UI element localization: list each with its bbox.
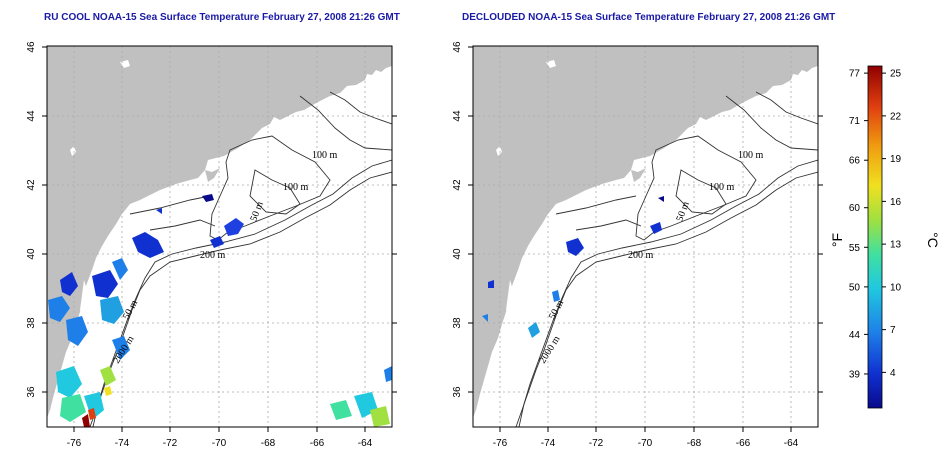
right-contour-label-2: 100 m bbox=[709, 182, 735, 193]
left-lat-tick-label: 38 bbox=[26, 317, 37, 329]
right-map-lon-labels: -76 -74 -72 -70 -68 -66 -64 bbox=[493, 438, 799, 449]
right-lat-tick-label: 46 bbox=[452, 41, 463, 53]
right-map-contours bbox=[515, 91, 818, 427]
left-contour-label-1: 100 m bbox=[312, 150, 338, 161]
colorbar-fahrenheit-tick-label: 66 bbox=[849, 156, 861, 167]
right-lat-tick-label: 36 bbox=[452, 386, 463, 398]
right-lat-tick-label: 42 bbox=[452, 179, 463, 191]
right-lon-tick-label: -70 bbox=[638, 438, 653, 449]
colorbar-fahrenheit-tick-label: 71 bbox=[849, 116, 861, 127]
left-lon-tick-label: -76 bbox=[67, 438, 82, 449]
left-map-canvas: 100 m 100 m 50 m 200 m 50 m 2000 m bbox=[47, 46, 392, 427]
left-lon-tick-label: -68 bbox=[261, 438, 276, 449]
colorbar-fahrenheit-tick-label: 50 bbox=[849, 282, 861, 293]
right-map-canvas: 100 m 100 m 50 m 200 m 50 m 2000 m bbox=[473, 46, 818, 427]
left-lon-tick-label: -74 bbox=[115, 438, 130, 449]
colorbar-celsius-tick-label: 22 bbox=[890, 111, 902, 122]
right-map-lat-labels: 36 38 40 42 44 46 bbox=[452, 41, 463, 398]
colorbar-celsius-tick-label: 7 bbox=[890, 325, 896, 336]
left-map-sst-patches bbox=[48, 194, 392, 427]
left-map-title: RU COOL NOAA-15 Sea Surface Temperature … bbox=[44, 12, 400, 23]
right-lon-tick-label: -64 bbox=[784, 438, 799, 449]
right-lon-tick-label: -72 bbox=[589, 438, 604, 449]
left-map-land bbox=[47, 46, 392, 418]
right-map-ticks bbox=[468, 46, 823, 432]
right-map-title: DECLOUDED NOAA-15 Sea Surface Temperatur… bbox=[462, 12, 835, 23]
colorbar-gradient bbox=[867, 65, 883, 409]
left-contour-label-2: 100 m bbox=[283, 182, 309, 193]
left-lon-tick-label: -66 bbox=[310, 438, 325, 449]
colorbar-celsius-tick-label: 4 bbox=[890, 368, 896, 379]
colorbar-celsius-tick-label: 10 bbox=[890, 282, 902, 293]
colorbar-fahrenheit-tick-label: 44 bbox=[849, 330, 861, 341]
left-contour-label-4: 200 m bbox=[200, 250, 226, 261]
colorbar: 77 71 66 60 55 50 44 39 25 22 19 16 13 10 7 4 °F °C bbox=[829, 65, 941, 409]
left-lat-tick-label: 44 bbox=[26, 110, 37, 122]
right-contour-label-1: 100 m bbox=[738, 150, 764, 161]
colorbar-celsius-tick-label: 13 bbox=[890, 240, 902, 251]
colorbar-fahrenheit-tick-label: 60 bbox=[849, 203, 861, 214]
colorbar-fahrenheit-label: °F bbox=[829, 233, 845, 247]
left-lon-tick-label: -70 bbox=[212, 438, 227, 449]
colorbar-celsius-ticks: 25 22 19 16 13 10 7 4 bbox=[882, 69, 902, 379]
colorbar-fahrenheit-ticks: 77 71 66 60 55 50 44 39 bbox=[849, 69, 868, 380]
left-lat-tick-label: 36 bbox=[26, 386, 37, 398]
right-lat-tick-label: 40 bbox=[452, 248, 463, 260]
right-map-sst-patches bbox=[482, 196, 664, 338]
left-map-ticks bbox=[42, 46, 397, 432]
right-lon-tick-label: -76 bbox=[493, 438, 508, 449]
colorbar-celsius-tick-label: 16 bbox=[890, 197, 902, 208]
right-lat-tick-label: 44 bbox=[452, 110, 463, 122]
right-lon-tick-label: -66 bbox=[736, 438, 751, 449]
left-lat-tick-label: 40 bbox=[26, 248, 37, 260]
colorbar-fahrenheit-tick-label: 39 bbox=[849, 369, 861, 380]
right-map-land bbox=[473, 46, 818, 418]
left-map-lon-labels: -76 -74 -72 -70 -68 -66 -64 bbox=[67, 438, 373, 449]
right-lat-tick-label: 38 bbox=[452, 317, 463, 329]
colorbar-celsius-tick-label: 19 bbox=[890, 154, 902, 165]
left-lon-tick-label: -72 bbox=[163, 438, 178, 449]
left-map-panel: RU COOL NOAA-15 Sea Surface Temperature … bbox=[26, 12, 400, 449]
colorbar-celsius-tick-label: 25 bbox=[890, 69, 902, 80]
left-lon-tick-label: -64 bbox=[358, 438, 373, 449]
right-map-panel: DECLOUDED NOAA-15 Sea Surface Temperatur… bbox=[452, 12, 835, 449]
right-lon-tick-label: -68 bbox=[687, 438, 702, 449]
colorbar-fahrenheit-tick-label: 77 bbox=[849, 69, 861, 80]
left-map-lat-labels: 36 38 40 42 44 46 bbox=[26, 41, 37, 398]
right-lon-tick-label: -74 bbox=[541, 438, 556, 449]
left-lat-tick-label: 42 bbox=[26, 179, 37, 191]
left-lat-tick-label: 46 bbox=[26, 41, 37, 53]
colorbar-celsius-label: °C bbox=[925, 232, 941, 248]
colorbar-fahrenheit-tick-label: 55 bbox=[849, 243, 861, 254]
right-contour-label-4: 200 m bbox=[628, 250, 654, 261]
